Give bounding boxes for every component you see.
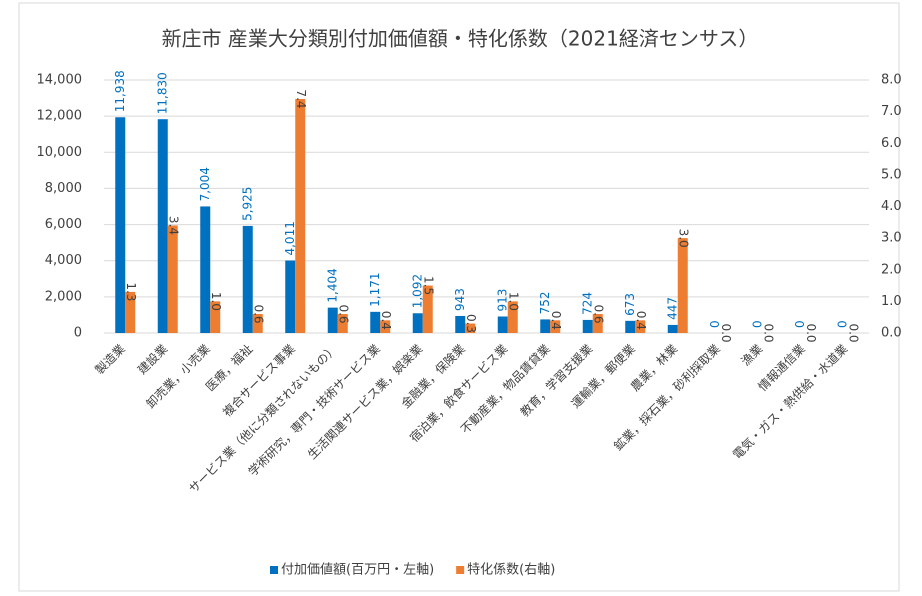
bar — [592, 314, 603, 333]
value-label: 447 — [665, 297, 679, 320]
value-label: 0 — [835, 320, 849, 328]
legend-swatch — [456, 566, 465, 574]
value-label: 752 — [538, 292, 552, 315]
value-label: 0.3 — [464, 314, 478, 333]
value-label: 0 — [750, 320, 764, 328]
bar — [370, 311, 381, 333]
value-label: 1.5 — [421, 276, 435, 295]
value-label: 1.0 — [209, 292, 223, 311]
y-tick-label: 4,000 — [45, 253, 82, 268]
value-label: 0.6 — [251, 304, 265, 323]
value-label: 943 — [453, 288, 467, 311]
value-label: 724 — [580, 292, 594, 315]
bar — [200, 206, 211, 333]
value-label: 0.0 — [761, 323, 775, 342]
bar — [210, 301, 221, 333]
bar — [550, 320, 561, 333]
y2-tick-label: 3.0 — [881, 231, 902, 246]
value-label: 5,925 — [240, 187, 254, 221]
bar — [635, 320, 646, 333]
bar — [497, 316, 508, 333]
value-label: 4,011 — [283, 221, 297, 255]
bar — [242, 225, 253, 333]
bar — [582, 319, 593, 333]
y2-tick-label: 8.0 — [881, 73, 902, 88]
y2-tick-label: 0.0 — [881, 326, 902, 341]
bar — [337, 314, 348, 333]
legend-swatch — [270, 566, 278, 574]
y2-tick-label: 7.0 — [881, 104, 902, 119]
bar — [412, 313, 423, 333]
bar — [465, 323, 476, 333]
value-label: 1,404 — [325, 268, 339, 302]
y-tick-label: 10,000 — [37, 145, 83, 160]
value-label: 0.4 — [634, 311, 648, 330]
value-label: 3.4 — [166, 216, 180, 235]
y2-tick-label: 5.0 — [881, 167, 902, 182]
value-label: 0.0 — [719, 323, 733, 342]
y-tick-label: 6,000 — [45, 217, 82, 232]
value-label: 913 — [495, 289, 509, 312]
value-label: 7.4 — [294, 89, 308, 108]
value-label: 0.4 — [379, 311, 393, 330]
bar — [380, 320, 391, 333]
bar — [295, 98, 306, 333]
value-label: 11,830 — [155, 72, 169, 114]
value-label: 11,938 — [113, 70, 127, 112]
bar — [422, 285, 433, 333]
y2-tick-label: 1.0 — [881, 294, 902, 309]
y-tick-label: 8,000 — [45, 181, 82, 196]
legend-label: 付加価値額(百万円・左軸) — [281, 562, 434, 578]
bar — [677, 238, 688, 333]
chart-title: 新庄市 産業大分類別付加価値額・特化係数（2021経済センサス） — [162, 27, 759, 51]
bar — [252, 314, 263, 333]
value-label: 1,171 — [368, 272, 382, 306]
value-label: 0.6 — [336, 304, 350, 323]
y-tick-label: 0 — [74, 326, 82, 341]
value-label: 3.0 — [676, 229, 690, 248]
value-label: 0.6 — [591, 304, 605, 323]
bar — [667, 324, 678, 333]
value-label: 1,092 — [410, 274, 424, 308]
bar — [327, 307, 338, 333]
value-label: 0.0 — [804, 323, 818, 342]
y-tick-label: 2,000 — [45, 289, 82, 304]
bar — [455, 315, 466, 333]
bar — [157, 119, 168, 333]
y2-tick-label: 2.0 — [881, 262, 902, 277]
y2-tick-label: 4.0 — [881, 199, 902, 214]
value-label: 0 — [793, 320, 807, 328]
bar — [167, 225, 178, 333]
value-label: 1.3 — [124, 282, 138, 301]
legend-label: 特化係数(右軸) — [467, 563, 555, 578]
bar — [507, 301, 518, 333]
value-label: 0 — [708, 320, 722, 328]
value-label: 0.4 — [549, 311, 563, 330]
bar — [285, 260, 296, 333]
y-tick-label: 14,000 — [37, 73, 83, 88]
value-label: 673 — [623, 293, 637, 316]
bar — [125, 291, 136, 333]
bar — [540, 319, 551, 333]
bar — [625, 320, 636, 333]
bar — [115, 117, 126, 334]
y2-tick-label: 6.0 — [881, 136, 902, 151]
value-label: 7,004 — [198, 167, 212, 201]
y-tick-label: 12,000 — [37, 109, 83, 124]
value-label: 1.0 — [506, 292, 520, 311]
value-label: 0.0 — [846, 323, 860, 342]
